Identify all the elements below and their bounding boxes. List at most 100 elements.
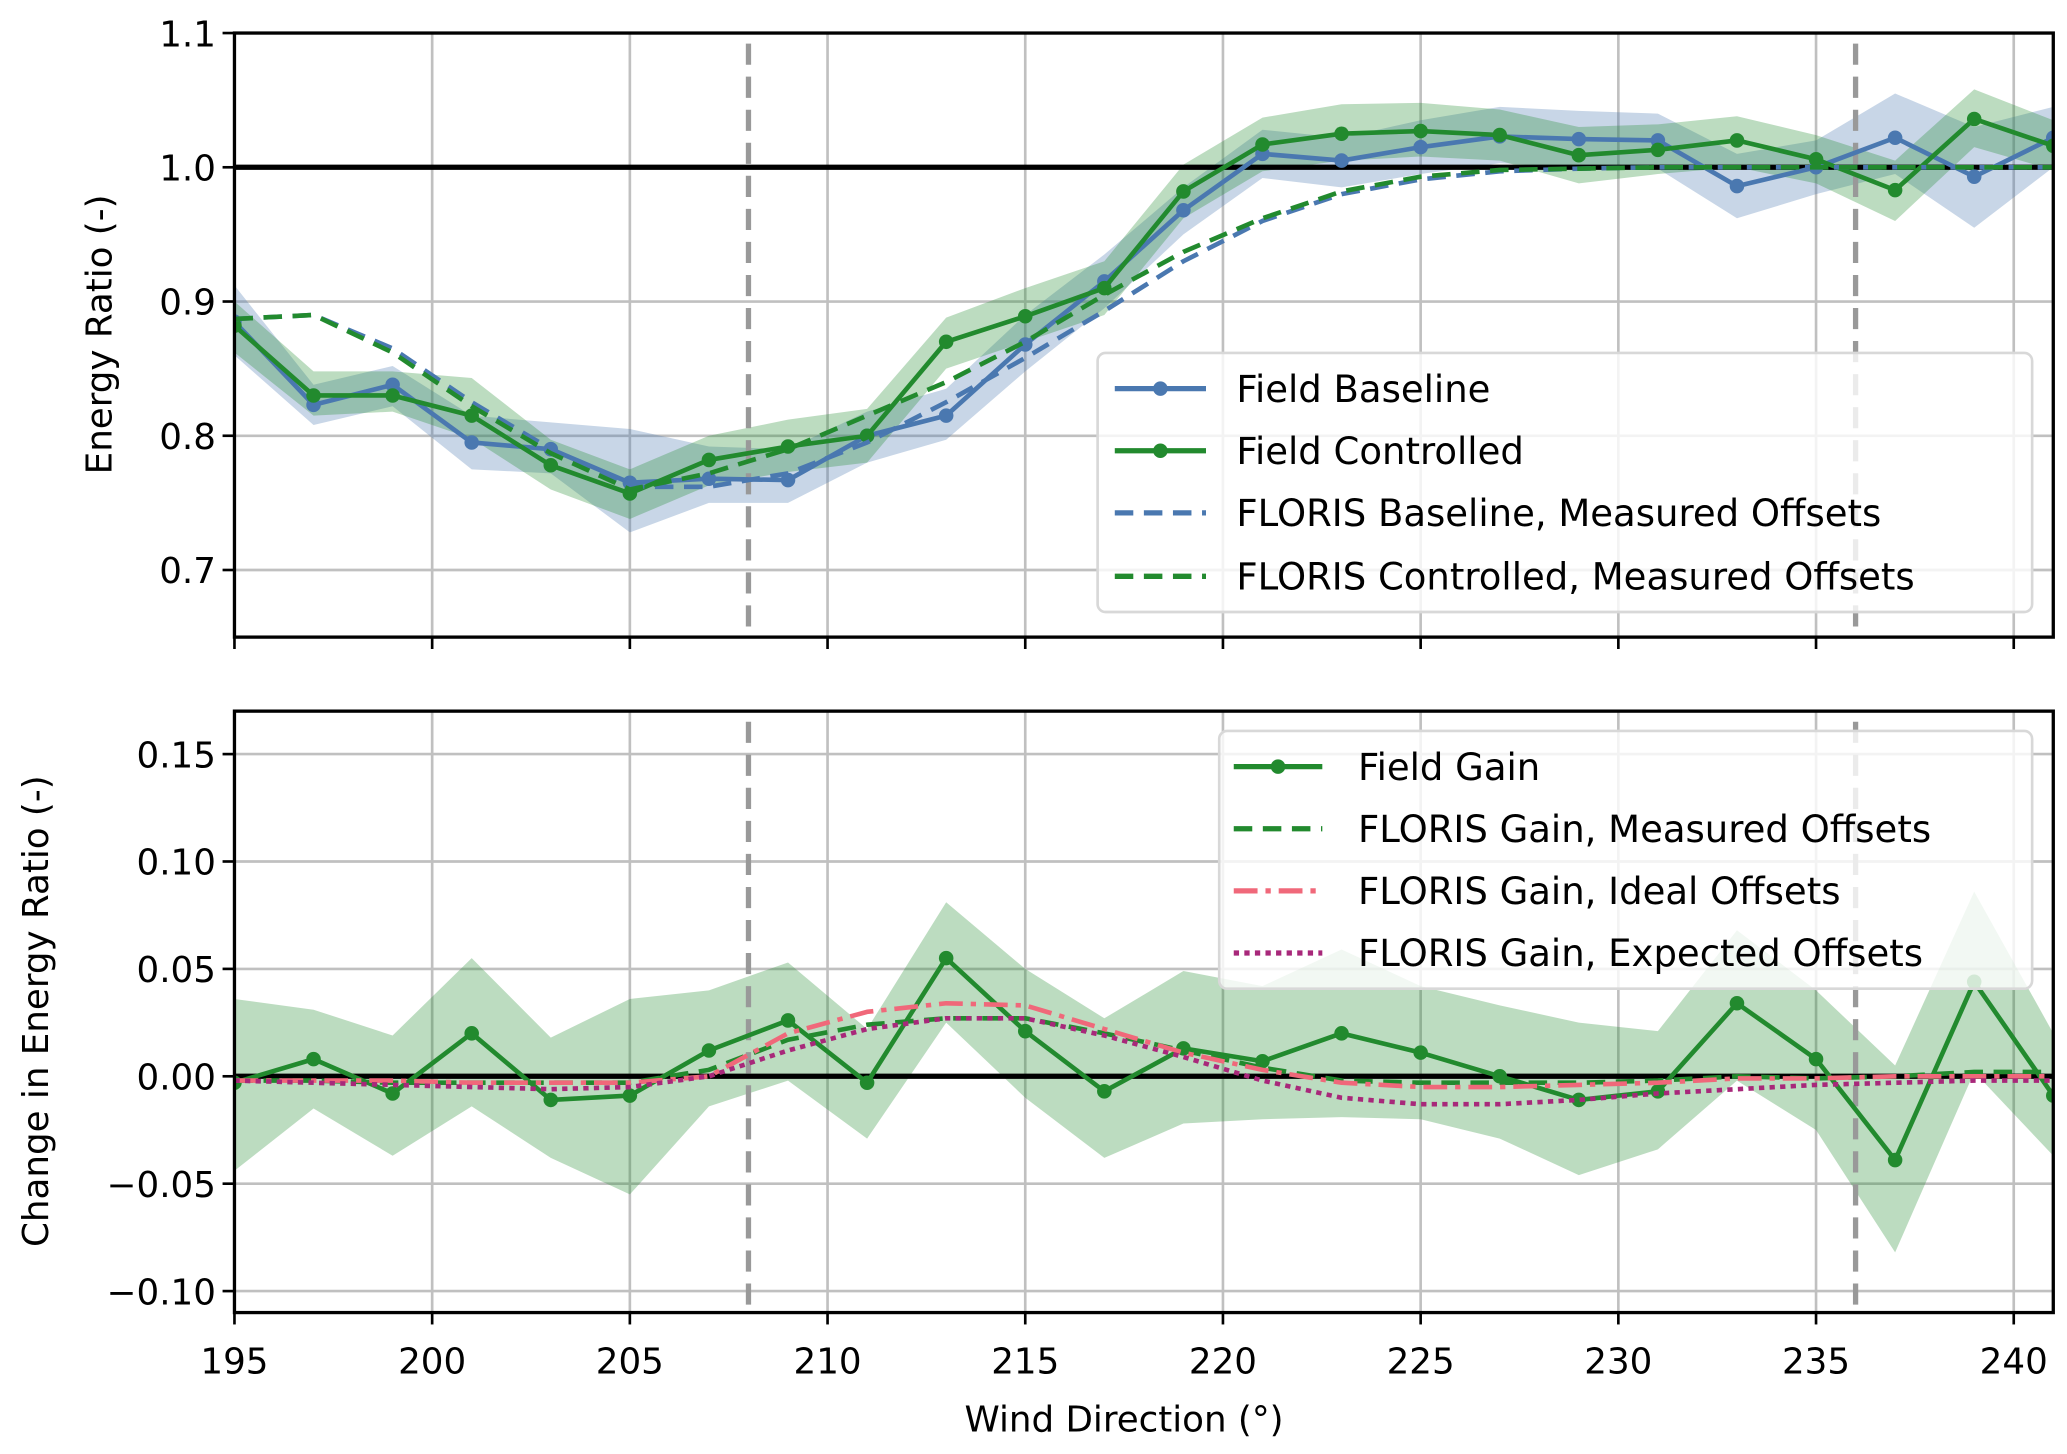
legend-label: FLORIS Baseline, Measured Offsets [1236,492,1881,535]
energy-ratio-panel: 0.7 0.8 0.9 1.0 1.1 Field Baseline Field Contr… [159,14,2055,650]
legend-marker [1153,443,1168,459]
data-point [1413,1045,1428,1060]
data-point [701,452,717,468]
confidence-band [234,93,2054,533]
data-point [1808,1051,1824,1067]
data-point [1729,178,1745,194]
series-line [234,1015,2054,1107]
data-point [1413,139,1428,155]
data-point [2046,1088,2054,1103]
x-tick-label: 220 [1189,1341,1257,1382]
y-tick-label: 0.15 [137,735,216,776]
data-point [1176,202,1191,218]
data-point [701,1043,717,1058]
data-point [859,428,875,444]
data-point [1729,995,1745,1011]
plot-area [234,721,2054,1313]
y-tick-label: 0.8 [159,417,216,458]
data-point [385,1086,400,1101]
series-line [234,164,2054,490]
x-tick-label: 230 [1584,1341,1652,1382]
series-line [234,116,2054,496]
legend-marker [1153,381,1168,396]
data-point [622,1088,638,1103]
data-point [1017,337,1033,352]
data-point [1413,123,1428,139]
y-tick-label: −0.10 [107,1272,216,1313]
axes-frame [232,31,2055,639]
x-tick-label: 195 [200,1341,268,1382]
x-axis-label: Wind Direction (°) [964,1400,1283,1441]
legend-box [1217,729,2034,991]
x-tick-label: 215 [991,1341,1059,1382]
y-axis-label-bottom: Change in Energy Ratio (-) [16,775,57,1247]
data-point [859,1075,875,1091]
data-point [306,1051,321,1067]
legend-label: FLORIS Gain, Ideal Offsets [1358,870,1840,913]
legend-marker [1270,759,1286,774]
data-point [1334,153,1349,168]
legend-label: FLORIS Gain, Expected Offsets [1358,932,1923,975]
data-point [1887,130,1903,146]
y-tick-label: 1.0 [159,149,216,190]
data-point [1097,1084,1112,1099]
data-point [701,471,717,486]
data-point [780,472,796,488]
legend-label: FLORIS Gain, Measured Offsets [1358,808,1931,851]
data-point [543,458,559,473]
data-point [464,1026,479,1041]
data-point [543,1092,559,1108]
x-tick-label: 225 [1387,1341,1455,1382]
y-tick-label: 1.1 [159,14,216,55]
data-point [1808,151,1824,167]
data-point [938,408,954,423]
gain-panel: 195 200 205 210 215 220 225 230 235 240 −0.10 −0.05… [107,709,2055,1382]
data-point [780,439,796,454]
x-tick-label: 235 [1782,1341,1850,1382]
plot-area [234,43,2054,638]
data-point [780,1013,796,1028]
data-point [1017,309,1033,324]
legend-box [1096,351,2034,614]
y-tick-label: −0.05 [107,1165,216,1206]
data-point [1966,111,1982,127]
y-tick-label: 0.7 [159,551,216,592]
data-point [1571,1092,1587,1108]
data-point [385,377,400,393]
data-point [1334,126,1349,141]
y-tick-label: 0.9 [159,283,216,324]
data-point [306,388,321,403]
data-point [1887,1152,1903,1168]
legend-label: Field Controlled [1236,430,1523,473]
data-point [938,334,954,350]
data-point [464,408,479,423]
axes-frame [232,709,2055,1315]
data-point [1571,147,1587,163]
data-point [385,388,400,403]
legend-label: FLORIS Controlled, Measured Offsets [1236,556,1914,599]
series-line [234,1000,2054,1090]
data-point [464,435,479,450]
y-tick-label: 0.00 [137,1058,216,1099]
data-point [1334,1026,1349,1041]
data-point [1571,131,1587,147]
legend-label: Field Gain [1358,746,1540,789]
x-tick-label: 210 [794,1341,862,1382]
y-tick-label: 0.05 [137,950,216,991]
legend-label: Field Baseline [1236,368,1490,411]
data-point [1966,169,1982,184]
x-tick-label: 200 [398,1341,466,1382]
x-tick-label: 205 [596,1341,664,1382]
data-point [1729,133,1745,148]
data-point [1255,1053,1270,1069]
data-point [2046,138,2054,154]
series-line [234,134,2054,486]
y-tick-label: 0.10 [137,843,216,884]
series-line [234,955,2054,1163]
data-point [1650,142,1666,158]
data-point [1887,182,1903,198]
series-line [234,164,2054,492]
data-point [1492,1069,1507,1084]
legend: Field Gain FLORIS Gain, Measured Offsets F… [1217,729,2034,991]
